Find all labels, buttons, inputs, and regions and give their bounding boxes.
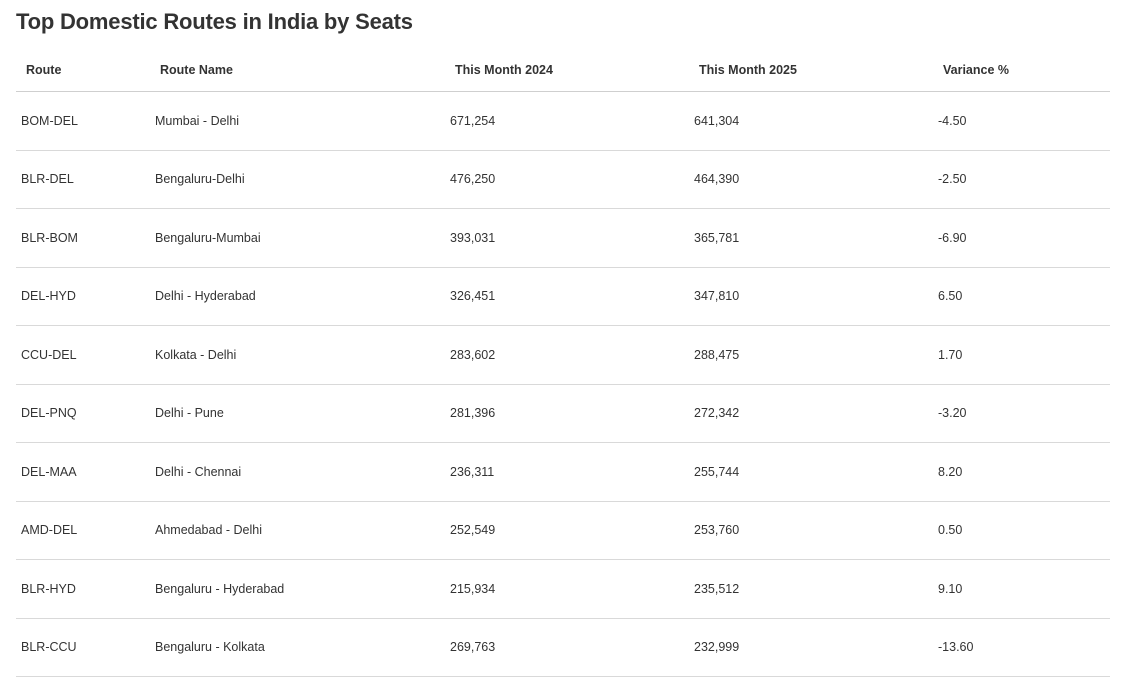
cell-route-name: Ahmedabad - Delhi — [150, 501, 445, 560]
cell-this-month-2024: 393,031 — [445, 208, 689, 268]
cell-route-name: Delhi - Pune — [150, 384, 445, 443]
cell-this-month-2025: 232,999 — [689, 618, 933, 677]
cell-variance: 1.70 — [933, 325, 1110, 385]
cell-route-name: Kolkata - Delhi — [150, 325, 445, 385]
cell-this-month-2024: 476,250 — [445, 150, 689, 209]
cell-route: BLR-HYD — [16, 559, 150, 619]
cell-variance: -2.50 — [933, 150, 1110, 209]
column-header-label: Route Name — [160, 62, 233, 77]
cell-this-month-2025: 253,760 — [689, 501, 933, 560]
cell-route: BLR-DEL — [16, 150, 150, 209]
table-row: BLR-DEL Bengaluru-Delhi 476,250 464,390 … — [16, 150, 1110, 209]
cell-this-month-2024: 283,602 — [445, 325, 689, 385]
column-header-label: Route — [26, 62, 62, 77]
table-row: BLR-HYD Bengaluru - Hyderabad 215,934 23… — [16, 559, 1110, 619]
cell-variance: 0.50 — [933, 501, 1110, 560]
cell-variance: -4.50 — [933, 91, 1110, 151]
cell-variance: -13.60 — [933, 618, 1110, 677]
cell-route: DEL-HYD — [16, 267, 150, 326]
cell-this-month-2024: 269,763 — [445, 618, 689, 677]
cell-variance: 8.20 — [933, 442, 1110, 502]
cell-this-month-2024: 215,934 — [445, 559, 689, 619]
column-header-this-month-2024[interactable]: This Month 2024 — [445, 48, 689, 92]
cell-variance: -6.90 — [933, 208, 1110, 268]
column-header-label: This Month 2024 — [455, 62, 553, 77]
cell-route-name: Bengaluru - Kolkata — [150, 618, 445, 677]
table-row: BOM-DEL Mumbai - Delhi 671,254 641,304 -… — [16, 91, 1110, 151]
column-header-route[interactable]: Route — [16, 48, 150, 92]
column-header-variance[interactable]: Variance % — [933, 48, 1110, 92]
table-row: DEL-PNQ Delhi - Pune 281,396 272,342 -3.… — [16, 384, 1110, 443]
column-header-this-month-2025[interactable]: This Month 2025 — [689, 48, 933, 92]
cell-this-month-2025: 347,810 — [689, 267, 933, 326]
cell-this-month-2025: 464,390 — [689, 150, 933, 209]
cell-this-month-2025: 365,781 — [689, 208, 933, 268]
cell-route-name: Delhi - Chennai — [150, 442, 445, 502]
table-row: BLR-BOM Bengaluru-Mumbai 393,031 365,781… — [16, 208, 1110, 268]
table-row: DEL-MAA Delhi - Chennai 236,311 255,744 … — [16, 442, 1110, 502]
cell-this-month-2024: 671,254 — [445, 91, 689, 151]
cell-variance: 6.50 — [933, 267, 1110, 326]
cell-route-name: Mumbai - Delhi — [150, 91, 445, 151]
cell-this-month-2024: 326,451 — [445, 267, 689, 326]
cell-this-month-2025: 288,475 — [689, 325, 933, 385]
table-row: BLR-CCU Bengaluru - Kolkata 269,763 232,… — [16, 618, 1110, 677]
cell-route-name: Delhi - Hyderabad — [150, 267, 445, 326]
cell-route: CCU-DEL — [16, 325, 150, 385]
cell-this-month-2024: 281,396 — [445, 384, 689, 443]
cell-route: AMD-DEL — [16, 501, 150, 560]
column-header-label: Variance % — [943, 62, 1010, 77]
table-body: BOM-DEL Mumbai - Delhi 671,254 641,304 -… — [16, 91, 1110, 677]
table-header-row: Route Route Name This Month 2024 This Mo… — [16, 48, 1110, 92]
cell-route-name: Bengaluru - Hyderabad — [150, 559, 445, 619]
routes-table: Route Route Name This Month 2024 This Mo… — [16, 48, 1110, 677]
cell-this-month-2024: 236,311 — [445, 442, 689, 502]
cell-route: BOM-DEL — [16, 91, 150, 151]
cell-route: DEL-MAA — [16, 442, 150, 502]
cell-this-month-2025: 255,744 — [689, 442, 933, 502]
cell-variance: 9.10 — [933, 559, 1110, 619]
cell-this-month-2025: 272,342 — [689, 384, 933, 443]
cell-this-month-2025: 641,304 — [689, 91, 933, 151]
table-row: CCU-DEL Kolkata - Delhi 283,602 288,475 … — [16, 325, 1110, 385]
cell-this-month-2025: 235,512 — [689, 559, 933, 619]
cell-route: BLR-CCU — [16, 618, 150, 677]
table-row: DEL-HYD Delhi - Hyderabad 326,451 347,81… — [16, 267, 1110, 326]
page-title: Top Domestic Routes in India by Seats — [16, 9, 413, 34]
cell-route: BLR-BOM — [16, 208, 150, 268]
cell-route-name: Bengaluru-Delhi — [150, 150, 445, 209]
cell-route: DEL-PNQ — [16, 384, 150, 443]
table-header: Route Route Name This Month 2024 This Mo… — [16, 48, 1110, 92]
column-header-label: This Month 2025 — [699, 62, 797, 77]
table-row: AMD-DEL Ahmedabad - Delhi 252,549 253,76… — [16, 501, 1110, 560]
column-header-route-name[interactable]: Route Name — [150, 48, 445, 92]
cell-variance: -3.20 — [933, 384, 1110, 443]
cell-this-month-2024: 252,549 — [445, 501, 689, 560]
cell-route-name: Bengaluru-Mumbai — [150, 208, 445, 268]
